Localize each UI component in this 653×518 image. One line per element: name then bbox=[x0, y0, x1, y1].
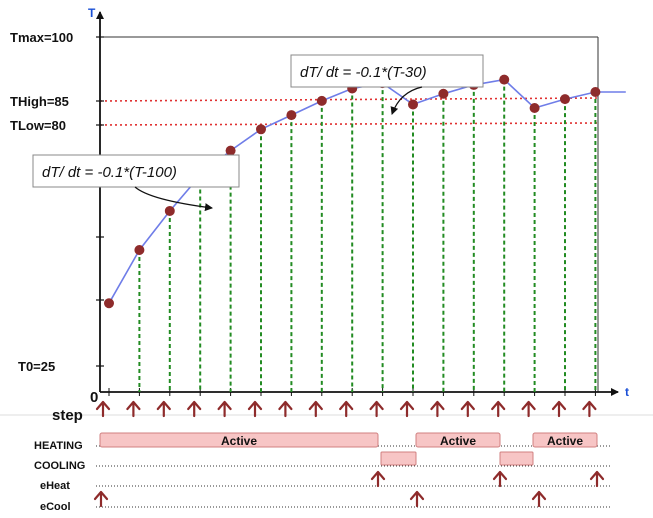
svg-text:Active: Active bbox=[221, 434, 257, 448]
svg-text:Active: Active bbox=[547, 434, 583, 448]
step-arrow-13 bbox=[491, 400, 506, 418]
heating-equation: dT/ dt = -0.1*(T-100) bbox=[42, 164, 177, 181]
ecool-arrow-1 bbox=[93, 490, 109, 508]
step-arrows bbox=[95, 400, 597, 418]
tlow-label: TLow=80 bbox=[10, 118, 66, 133]
sample-marker-7 bbox=[316, 95, 327, 106]
heating-active-bar-3: Active bbox=[532, 432, 598, 448]
cooling-active-bar-2 bbox=[499, 451, 534, 466]
thigh-label: THigh=85 bbox=[10, 94, 69, 109]
sample-marker-5 bbox=[256, 124, 266, 135]
heating-active-bar-1: Active bbox=[99, 432, 379, 448]
sample-markers bbox=[104, 74, 601, 309]
origin-label: 0 bbox=[90, 389, 98, 406]
t0-label: T0=25 bbox=[18, 359, 55, 374]
cooling-active-bar-1 bbox=[380, 451, 417, 466]
tlow-line bbox=[99, 122, 599, 126]
cooling-equation: dT/ dt = -0.1*(T-30) bbox=[300, 64, 427, 81]
x-axis-letter: t bbox=[625, 385, 629, 399]
step-label: step bbox=[52, 407, 83, 424]
svg-text:Active: Active bbox=[440, 434, 476, 448]
sample-marker-15 bbox=[560, 94, 570, 105]
step-arrow-9 bbox=[369, 400, 384, 418]
sample-marker-2 bbox=[164, 205, 175, 216]
cooling-callout-arrow bbox=[390, 86, 423, 115]
step-arrow-14 bbox=[521, 400, 536, 418]
sample-marker-6 bbox=[286, 110, 297, 121]
y-axis-letter: T bbox=[88, 6, 96, 20]
step-arrow-5 bbox=[247, 400, 263, 418]
thigh-line bbox=[99, 97, 599, 102]
eheat-arrow-1 bbox=[370, 470, 386, 488]
step-arrow-11 bbox=[430, 400, 445, 418]
sample-marker-4 bbox=[225, 145, 236, 156]
y-axis-ticks bbox=[96, 36, 104, 367]
sample-marker-1 bbox=[134, 245, 145, 255]
cooling-row-label: COOLING bbox=[34, 460, 85, 472]
step-arrow-16 bbox=[582, 400, 597, 418]
step-arrow-10 bbox=[399, 400, 415, 418]
step-arrow-1 bbox=[126, 400, 141, 418]
step-arrow-8 bbox=[339, 400, 354, 418]
stem-lines bbox=[138, 79, 597, 392]
heating-callout-arrow bbox=[134, 186, 213, 212]
step-arrow-4 bbox=[217, 400, 232, 418]
event-arrows bbox=[93, 470, 605, 508]
ecool-arrow-3 bbox=[531, 490, 547, 508]
sample-marker-10 bbox=[408, 99, 418, 110]
sample-marker-13 bbox=[499, 74, 510, 85]
eheat-row-label: eHeat bbox=[40, 480, 70, 492]
eheat-arrow-2 bbox=[492, 470, 508, 488]
step-arrow-12 bbox=[460, 400, 475, 418]
sample-marker-14 bbox=[529, 103, 540, 113]
step-arrow-3 bbox=[187, 400, 202, 418]
sample-marker-0 bbox=[104, 298, 114, 309]
sample-marker-16 bbox=[590, 87, 601, 98]
sample-marker-11 bbox=[438, 88, 449, 99]
step-arrow-6 bbox=[278, 400, 293, 418]
step-arrow-0 bbox=[95, 400, 111, 418]
step-arrow-7 bbox=[308, 400, 323, 418]
heating-equation-callout: dT/ dt = -0.1*(T-100) bbox=[32, 154, 240, 212]
step-arrow-15 bbox=[551, 400, 567, 418]
tmax-label: Tmax=100 bbox=[10, 30, 73, 45]
step-arrow-2 bbox=[156, 400, 171, 418]
heating-row-label: HEATING bbox=[34, 440, 83, 452]
ecool-arrow-2 bbox=[409, 490, 425, 508]
eheat-arrow-3 bbox=[589, 470, 605, 488]
temperature-curve bbox=[108, 78, 626, 304]
heating-active-bar-2: Active bbox=[415, 432, 501, 448]
cooling-equation-callout: dT/ dt = -0.1*(T-30) bbox=[290, 54, 484, 115]
ecool-row-label: eCool bbox=[40, 501, 71, 513]
